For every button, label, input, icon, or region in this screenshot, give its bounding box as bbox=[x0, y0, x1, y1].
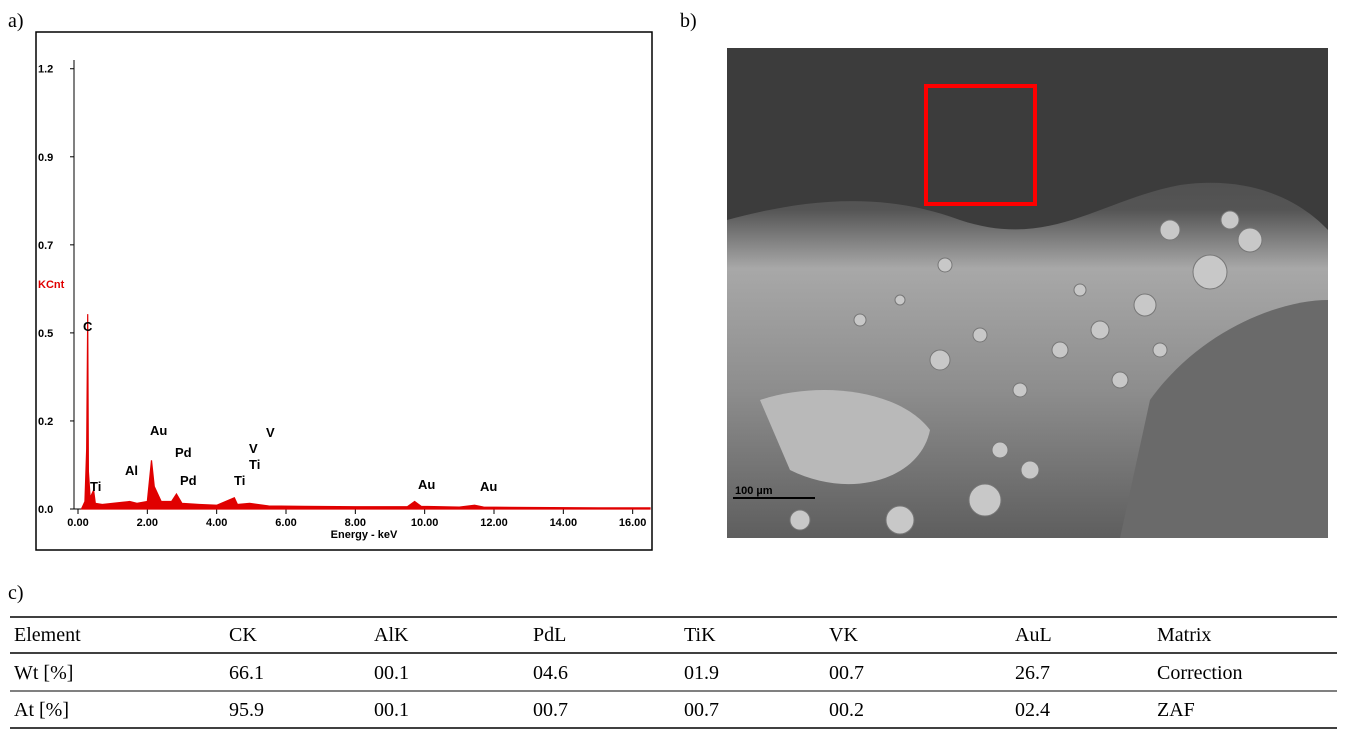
y-tick-label: 0.9 bbox=[38, 152, 53, 164]
table-header: TiK bbox=[684, 624, 716, 646]
table-header: Element bbox=[14, 624, 81, 646]
table-cell: 00.7 bbox=[684, 699, 719, 721]
panel-label: b) bbox=[680, 10, 697, 32]
table-cell: 26.7 bbox=[1015, 662, 1050, 684]
table-header: AlK bbox=[374, 624, 409, 646]
peak-label: Ti bbox=[249, 457, 260, 472]
table-cell: 00.7 bbox=[829, 662, 864, 684]
x-tick-label: 8.00 bbox=[345, 517, 366, 529]
sem-image: 100 µm bbox=[727, 48, 1328, 538]
x-tick-label: 14.00 bbox=[550, 517, 578, 529]
panel-label: a) bbox=[8, 10, 24, 32]
table-cell: 95.9 bbox=[229, 699, 264, 721]
table-header: AuL bbox=[1015, 624, 1052, 646]
x-tick-label: 2.00 bbox=[137, 517, 158, 529]
y-axis-label: KCnt bbox=[38, 279, 65, 291]
table-cell: Wt [%] bbox=[14, 662, 73, 684]
y-tick-label: 1.2 bbox=[38, 64, 53, 76]
table-cell: 00.7 bbox=[533, 699, 568, 721]
peak-label: Ti bbox=[90, 479, 101, 494]
x-tick-label: 16.00 bbox=[619, 517, 647, 529]
y-tick-label: 0.7 bbox=[38, 240, 53, 252]
table-cell: 66.1 bbox=[229, 662, 264, 684]
peak-label: Al bbox=[125, 463, 138, 478]
table-cell: Correction bbox=[1157, 662, 1243, 684]
table-cell: 00.1 bbox=[374, 662, 409, 684]
peak-label: Pd bbox=[180, 473, 197, 488]
table-cell: 04.6 bbox=[533, 662, 568, 684]
table-cell: At [%] bbox=[14, 699, 69, 721]
peak-label: C bbox=[83, 319, 93, 334]
table-header: CK bbox=[229, 624, 257, 646]
table-cell: 00.1 bbox=[374, 699, 409, 721]
peak-label: Pd bbox=[175, 445, 192, 460]
table-cell: 02.4 bbox=[1015, 699, 1050, 721]
data-table: Element CK AlK PdL TiK VK AuL Matrix Wt [%] 66.1 0… bbox=[10, 616, 1337, 729]
spectrum-area bbox=[80, 314, 651, 510]
spectrum-chart: 0.0 0.2 0.5 0.7 0.9 1.2 0.00 2.00 4.00 6.00 8.00 10… bbox=[38, 60, 651, 541]
x-tick-label: 12.00 bbox=[480, 517, 508, 529]
x-tick-label: 4.00 bbox=[206, 517, 227, 529]
table-header: PdL bbox=[533, 624, 566, 646]
table-cell: 01.9 bbox=[684, 662, 719, 684]
peak-label: Au bbox=[480, 479, 497, 494]
x-axis-label: Energy - keV bbox=[331, 529, 398, 541]
x-tick-label: 0.00 bbox=[67, 517, 88, 529]
x-tick-label: 6.00 bbox=[275, 517, 296, 529]
table-cell: 00.2 bbox=[829, 699, 864, 721]
panel-label: c) bbox=[8, 582, 24, 604]
scale-bar-label: 100 µm bbox=[735, 485, 773, 497]
peak-label: V bbox=[249, 441, 258, 456]
table-header: VK bbox=[829, 624, 858, 646]
y-tick-label: 0.0 bbox=[38, 504, 53, 516]
x-tick-label: 10.00 bbox=[411, 517, 439, 529]
peak-label: V bbox=[266, 425, 275, 440]
chart-frame bbox=[35, 31, 653, 551]
peak-label: Au bbox=[418, 477, 435, 492]
table-cell: ZAF bbox=[1157, 699, 1195, 721]
peak-label: Au bbox=[150, 423, 167, 438]
y-tick-label: 0.5 bbox=[38, 328, 53, 340]
y-tick-label: 0.2 bbox=[38, 416, 53, 428]
peak-label: Ti bbox=[234, 473, 245, 488]
table-header: Matrix bbox=[1157, 624, 1211, 646]
